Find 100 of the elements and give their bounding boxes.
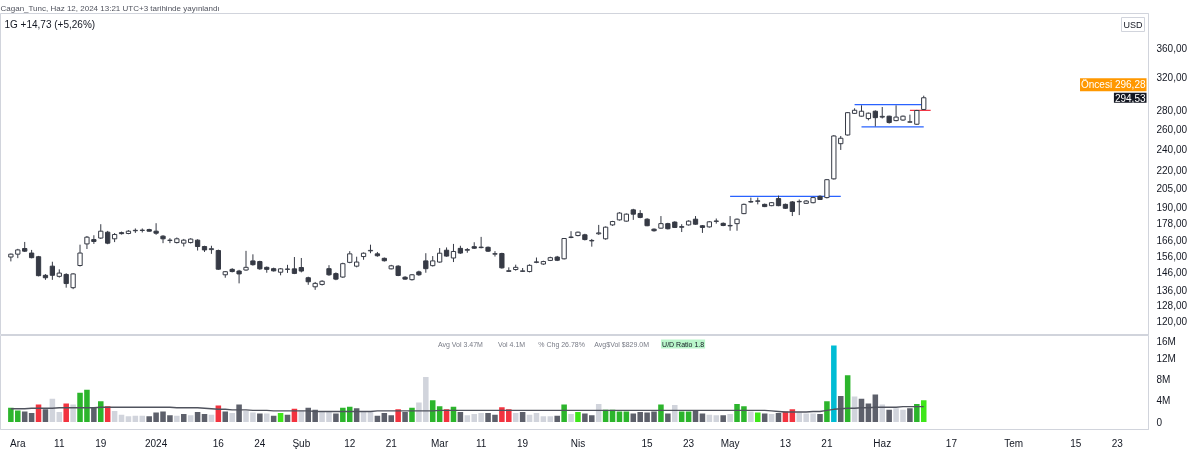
- bar: [824, 401, 830, 423]
- bar: [21, 411, 28, 423]
- x-tick-label: Tem: [1004, 437, 1024, 449]
- x-tick-label: 16: [212, 437, 225, 449]
- x-tick-label: 21: [821, 437, 833, 449]
- bar: [623, 411, 630, 423]
- bar: [678, 411, 685, 423]
- y-tick-label: 16M: [1156, 335, 1176, 347]
- x-tick-label: 15: [1070, 437, 1082, 449]
- bar: [42, 409, 49, 423]
- bar: [575, 411, 581, 423]
- y-tick-label: 178,00: [1156, 218, 1188, 230]
- bar: [727, 414, 733, 423]
- x-tick-label: 21: [385, 437, 398, 449]
- x-tick-label: Mar: [431, 437, 449, 449]
- y-tick-label: 360,00: [1156, 42, 1188, 54]
- bar: [187, 415, 194, 423]
- x-tick-label: 23: [1111, 437, 1124, 449]
- bar: [886, 409, 892, 423]
- bar: [561, 404, 567, 423]
- x-tick-label: 11: [54, 437, 65, 449]
- x-tick-label: 2024: [144, 437, 168, 449]
- y-tick-label: 240,00: [1156, 143, 1188, 155]
- x-tick-label: Ara: [10, 437, 27, 449]
- bar: [616, 411, 623, 423]
- candlestick: [77, 244, 83, 267]
- bar: [775, 413, 782, 423]
- y-tick-label: 166,00: [1156, 235, 1188, 247]
- candlestick: [907, 114, 913, 124]
- annotation: 294,53: [1114, 92, 1146, 104]
- y-axis-title: USD: [1123, 19, 1143, 30]
- bar: [512, 413, 519, 423]
- x-tick-label: Nis: [570, 437, 586, 449]
- bar: [63, 403, 69, 423]
- bar: [125, 416, 132, 423]
- y-tick-label: 205,00: [1156, 182, 1188, 194]
- bar: [174, 415, 180, 423]
- bar: [181, 414, 187, 423]
- candlestick: [450, 243, 457, 263]
- bar: [402, 411, 408, 423]
- bar: [70, 404, 76, 423]
- bar: [665, 413, 671, 423]
- bar: [28, 413, 35, 423]
- bar: [914, 404, 920, 423]
- y-tick-label: 220,00: [1156, 165, 1188, 177]
- y-tick-label: 190,00: [1156, 201, 1188, 213]
- bar: [263, 413, 270, 423]
- y-tick-label: 128,00: [1156, 300, 1188, 312]
- y-tick-label: 4M: [1156, 395, 1171, 407]
- bar: [672, 405, 678, 423]
- bar: [333, 413, 339, 423]
- bar: [755, 412, 761, 423]
- bar: [91, 407, 97, 423]
- candlestick: [568, 230, 574, 239]
- y-tick-label: 156,00: [1156, 250, 1188, 262]
- bar: [920, 400, 927, 423]
- candlestick: [243, 250, 249, 272]
- candlestick: [845, 111, 851, 137]
- x-tick-label: 19: [517, 437, 529, 449]
- bar: [554, 415, 560, 423]
- bar: [568, 414, 574, 423]
- x-tick-label: 24: [254, 437, 266, 449]
- y-tick-label: 136,00: [1156, 285, 1188, 297]
- chart-title: Cagan_Tunc, Haz 12, 2024 13:21 UTC+3 tarihinde yayınlandı: [0, 3, 220, 13]
- bar: [831, 345, 837, 423]
- bar: [229, 413, 235, 423]
- bar: [837, 396, 844, 423]
- text: 1G +14,73 (+5,26%): [4, 18, 96, 30]
- bar: [713, 415, 720, 423]
- bar: [533, 413, 540, 423]
- x-tick-label: 11: [475, 437, 487, 449]
- x-tick-label: Haz: [873, 437, 892, 449]
- x-tick-label: 12: [344, 437, 356, 449]
- y-tick-label: 12M: [1156, 352, 1176, 364]
- bar: [201, 414, 208, 423]
- x-tick-label: 23: [683, 437, 695, 449]
- bar: [768, 414, 775, 423]
- bar: [277, 413, 284, 423]
- x-tick-label: Şub: [292, 437, 311, 449]
- x-tick-label: 19: [95, 437, 107, 449]
- bar: [685, 411, 692, 423]
- y-tick-label: 8M: [1156, 374, 1171, 386]
- bar: [98, 401, 104, 423]
- bar: [222, 411, 229, 423]
- bar: [907, 408, 913, 423]
- x-tick-label: 15: [641, 437, 654, 449]
- y-tick-label: 146,00: [1156, 267, 1188, 279]
- y-tick-label: 120,00: [1156, 316, 1188, 328]
- bar: [540, 416, 547, 423]
- bar: [720, 415, 726, 423]
- candlestick: [734, 218, 740, 232]
- x-tick-label: 13: [779, 437, 792, 449]
- x-tick-label: May: [720, 437, 740, 449]
- y-tick-label: 280,00: [1156, 105, 1188, 117]
- y-tick-label: 320,00: [1156, 72, 1188, 84]
- bar: [817, 414, 823, 423]
- y-tick-label: 0: [1156, 416, 1163, 428]
- annotation: Öncesi 296,28: [1081, 79, 1146, 91]
- bar: [748, 411, 754, 423]
- x-tick-label: 17: [945, 437, 958, 449]
